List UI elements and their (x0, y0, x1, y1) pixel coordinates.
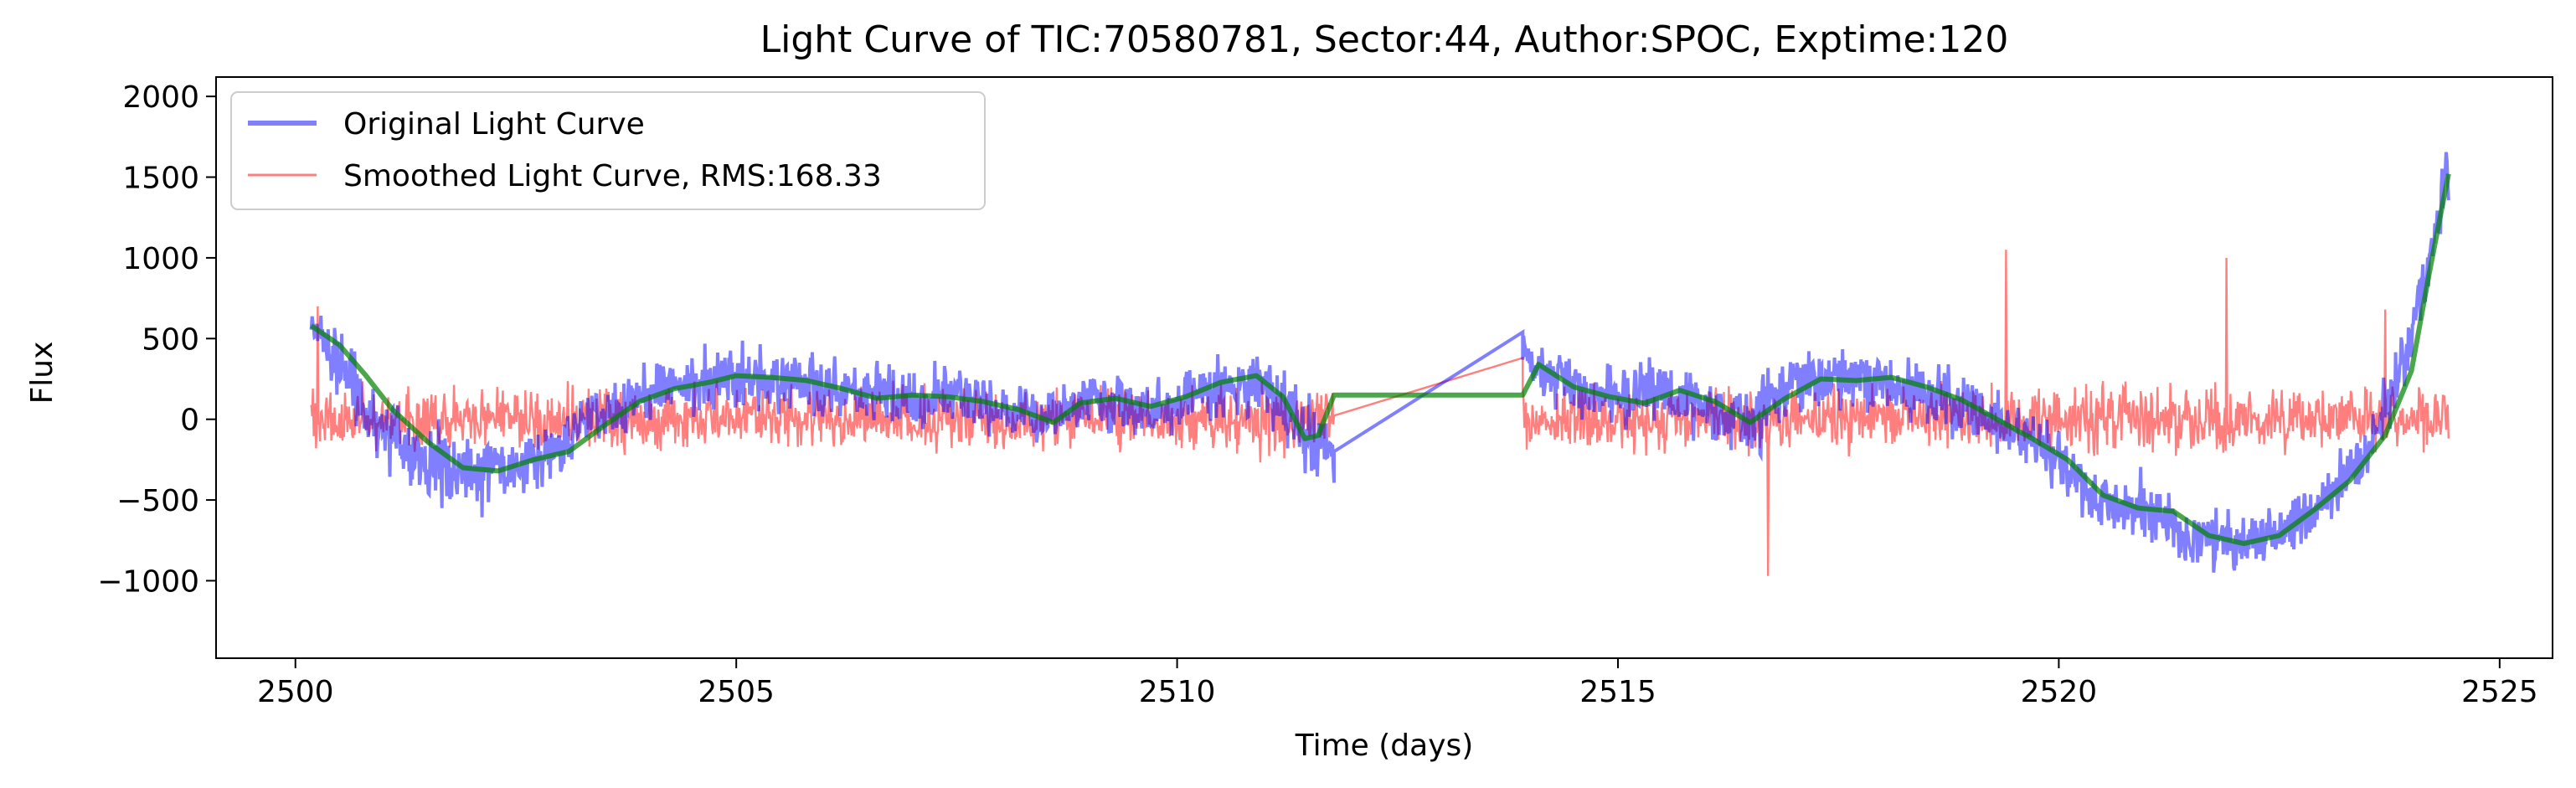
series-layer (309, 152, 2451, 576)
x-tick-label: 2525 (2461, 675, 2538, 709)
plot-area (215, 76, 2553, 659)
chart-title: Light Curve of TIC:70580781, Sector:44, … (760, 18, 2009, 61)
y-axis-label: Flux (25, 342, 59, 404)
y-tick-label: 0 (180, 404, 199, 438)
y-tick-label: 500 (142, 322, 199, 357)
trend-line (310, 173, 2451, 547)
chart-legend: Original Light Curve Smoothed Light Curv… (230, 91, 986, 210)
x-tick-label: 2500 (257, 675, 334, 709)
original-light-curve-line (309, 152, 2450, 573)
legend-label-smoothed: Smoothed Light Curve, RMS:168.33 (343, 159, 882, 193)
x-tick-label: 2505 (698, 675, 775, 709)
legend-label-original: Original Light Curve (343, 107, 645, 142)
y-tick-label: 1500 (122, 162, 199, 196)
axes-frame (215, 76, 2553, 659)
x-axis-label: Time (days) (1295, 729, 1474, 763)
x-axis-ticks: 2500 2505 2510 2515 2520 2525 (257, 658, 2538, 709)
x-tick-label: 2515 (1579, 675, 1656, 709)
legend-box (230, 91, 986, 210)
y-tick-label: −1000 (97, 564, 199, 599)
x-tick-label: 2520 (2021, 675, 2098, 709)
y-axis-ticks: −1000 −500 0 500 1000 1500 2000 (97, 80, 216, 599)
y-tick-label: 2000 (122, 80, 199, 115)
y-tick-label: −500 (116, 484, 199, 518)
y-tick-label: 1000 (122, 242, 199, 276)
x-tick-label: 2510 (1139, 675, 1216, 709)
